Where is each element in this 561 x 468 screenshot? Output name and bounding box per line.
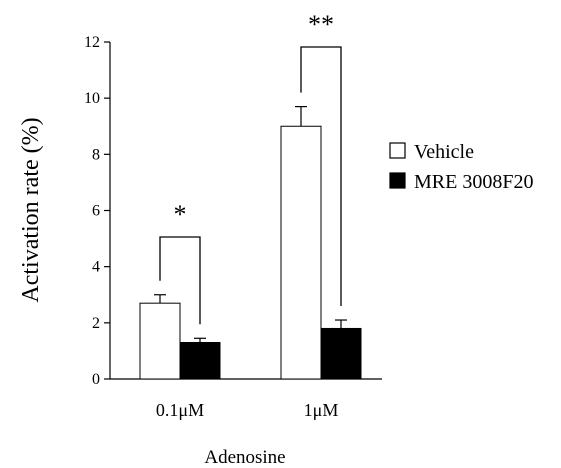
legend-label: Vehicle [414,141,474,163]
x-tick-label: 1μM [304,400,339,420]
y-axis-label: Activation rate (%) [18,117,44,302]
legend-swatch [389,142,406,159]
bar-vehicle-1 [280,125,322,380]
y-axis: 0 2 4 6 8 10 12 [84,34,111,388]
y-tick-label: 8 [92,146,100,163]
y-tick-label: 2 [92,315,100,332]
bars [139,105,362,380]
y-tick-label: 12 [84,34,100,51]
significance-marker: ** [308,10,334,39]
significance-bracket [300,46,342,307]
significance-marker: * [174,200,187,229]
legend-label: MRE 3008F20 [414,171,533,193]
bar-vehicle-0 [139,302,181,380]
legend: Vehicle MRE 3008F20 [389,141,533,193]
x-axis: 0.1μM 1μM [110,378,382,420]
legend-swatch [389,172,406,189]
y-tick-label: 10 [84,90,100,107]
bar-mre-1 [320,327,362,380]
significance-bracket [159,236,201,325]
x-tick-label: 0.1μM [156,400,204,420]
x-axis-label: Adenosine [204,447,285,468]
y-tick-label: 6 [92,203,100,220]
y-tick-label: 4 [92,259,100,276]
y-tick-label: 0 [92,371,100,388]
significance-brackets: *** [159,10,342,325]
bar-mre-0 [179,341,221,380]
